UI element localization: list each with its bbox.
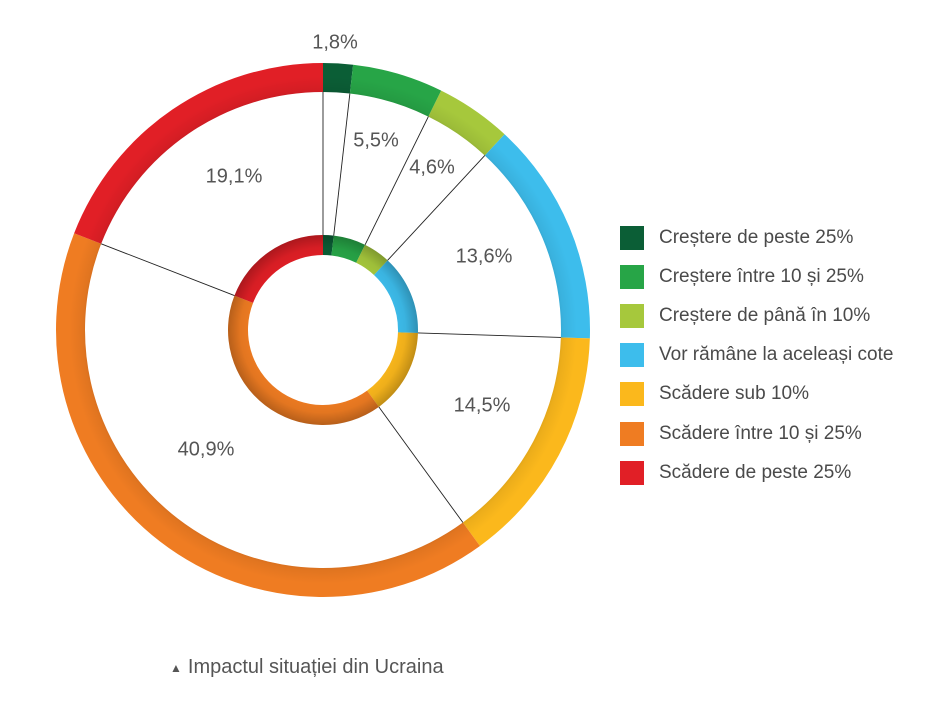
slice-value-label: 5,5% [353,129,399,151]
outer-slice [462,337,590,547]
slice-divider-line [101,243,235,297]
inner-slice [373,260,418,333]
outer-slice [349,64,442,117]
legend-label: Scădere de peste 25% [659,461,852,483]
legend-swatch [620,225,644,250]
slice-divider-line [364,116,429,246]
legend-swatch [620,303,644,328]
outer-slice [74,63,323,244]
outer-slice [323,63,354,94]
connector-lines [101,92,561,523]
inner-slice [234,235,323,303]
legend-item: Creștere de peste 25% [620,218,893,257]
value-labels: 1,8% 5,5% 4,6% 13,6% 14,5% 40,9% 19,1% [178,31,513,460]
legend-swatch [620,382,644,407]
slice-value-label: 1,8% [312,31,358,53]
slice-value-label: 4,6% [409,156,455,178]
legend-swatch [620,460,644,485]
legend-swatch [620,264,644,289]
slice-value-label: 13,6% [456,245,513,267]
legend-swatch [620,343,644,368]
caption-text: Impactul situației din Ucraina [187,656,444,678]
legend-item: Scădere între 10 și 25% [620,414,893,453]
inner-slice [228,295,379,425]
legend-label: Vor rămâne la aceleași cote [659,344,894,366]
legend-label: Creștere între 10 și 25% [659,265,864,287]
outer-slice [484,134,590,339]
slice-value-label: 19,1% [206,165,263,187]
legend-item: Vor rămâne la aceleași cote [620,336,893,375]
chart-caption: ▲ Impactul situației din Ucraina [170,656,444,679]
legend-item: Scădere de peste 25% [620,453,893,492]
triangle-up-icon: ▲ [170,660,182,675]
legend-label: Scădere sub 10% [659,383,809,405]
slice-divider-line [333,93,351,236]
legend-item: Creștere de până în 10% [620,296,893,335]
slice-value-label: 14,5% [454,394,511,416]
legend-label: Creștere de până în 10% [659,304,871,326]
inner-slice [367,332,418,407]
slice-value-label: 40,9% [178,438,235,460]
legend-label: Scădere între 10 și 25% [659,422,862,444]
legend: Creștere de peste 25% Creștere între 10 … [620,218,893,492]
inner-ring [228,235,418,425]
slice-divider-line [378,406,464,523]
slice-divider-line [417,332,561,338]
legend-swatch [620,421,644,446]
outer-slice [55,233,480,598]
slice-divider-line [387,155,486,261]
legend-label: Creștere de peste 25% [659,226,854,248]
legend-item: Creștere între 10 și 25% [620,257,893,296]
legend-item: Scădere sub 10% [620,375,893,414]
outer-slice [428,90,505,156]
